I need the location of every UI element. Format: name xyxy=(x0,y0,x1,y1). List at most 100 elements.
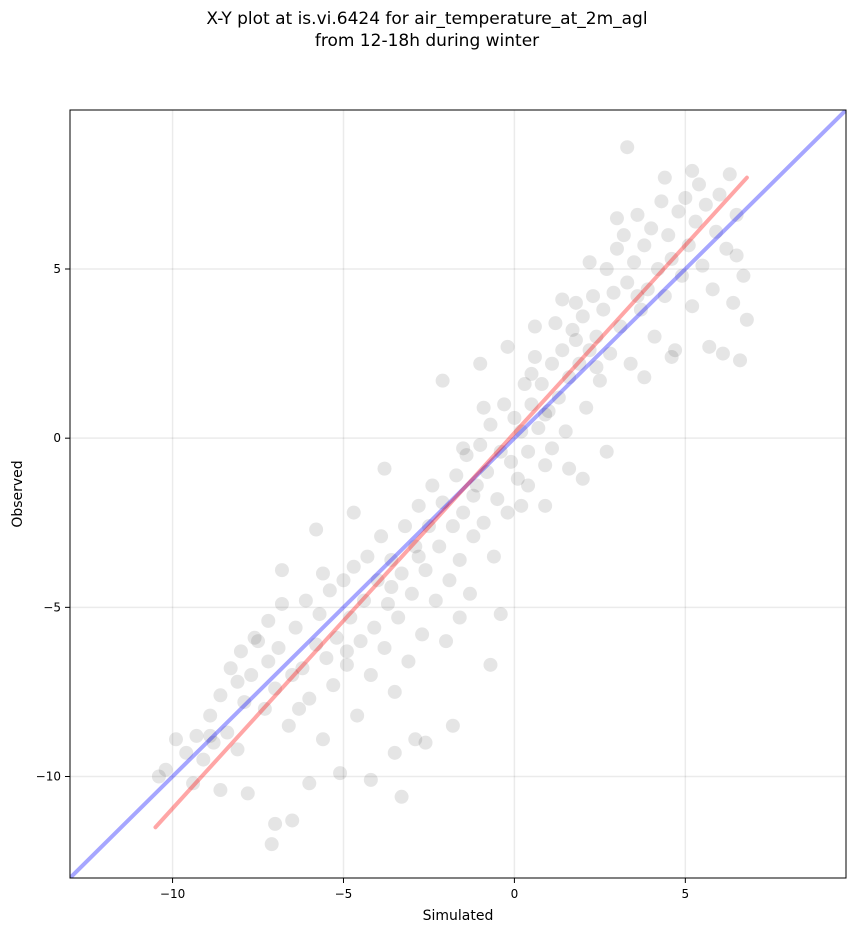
data-point xyxy=(168,732,183,747)
data-point xyxy=(380,596,395,611)
data-point xyxy=(599,262,614,277)
data-point xyxy=(685,299,700,314)
data-point xyxy=(418,735,433,750)
data-point xyxy=(377,461,392,476)
data-point xyxy=(363,772,378,787)
data-point xyxy=(339,657,354,672)
data-point xyxy=(223,661,238,676)
data-point xyxy=(620,275,635,290)
data-point xyxy=(531,421,546,436)
data-point xyxy=(596,302,611,317)
data-point xyxy=(374,529,389,544)
data-point xyxy=(339,644,354,659)
data-point xyxy=(657,170,672,185)
data-point xyxy=(401,654,416,669)
data-point xyxy=(480,465,495,480)
data-point xyxy=(274,596,289,611)
data-point xyxy=(251,634,266,649)
data-point xyxy=(456,505,471,520)
data-point xyxy=(579,400,594,415)
data-point xyxy=(582,343,597,358)
data-point xyxy=(244,668,259,683)
data-point xyxy=(285,813,300,828)
y-tick-label: −10 xyxy=(36,770,61,784)
data-point xyxy=(565,322,580,337)
data-point xyxy=(432,539,447,554)
data-point xyxy=(483,417,498,432)
data-point xyxy=(575,309,590,324)
data-point xyxy=(551,390,566,405)
data-point xyxy=(562,370,577,385)
data-point xyxy=(620,140,635,155)
data-point xyxy=(555,292,570,307)
data-point xyxy=(698,197,713,212)
data-points xyxy=(151,140,754,852)
data-point xyxy=(415,627,430,642)
data-point xyxy=(623,356,638,371)
data-point xyxy=(736,268,751,283)
data-point xyxy=(555,343,570,358)
data-point xyxy=(384,552,399,567)
data-point xyxy=(476,400,491,415)
data-point xyxy=(637,370,652,385)
data-point xyxy=(664,349,679,364)
y-tick-label: 5 xyxy=(53,262,61,276)
data-point xyxy=(729,248,744,263)
data-point xyxy=(343,610,358,625)
data-point xyxy=(589,329,604,344)
data-point xyxy=(206,735,221,750)
data-point xyxy=(387,745,402,760)
data-point xyxy=(606,285,621,300)
data-point xyxy=(568,333,583,348)
x-tick-label: −5 xyxy=(335,887,353,901)
data-point xyxy=(493,444,508,459)
data-point xyxy=(521,444,536,459)
data-point xyxy=(572,356,587,371)
data-point xyxy=(644,221,659,236)
data-point xyxy=(261,654,276,669)
data-point xyxy=(445,519,460,534)
data-point xyxy=(527,319,542,334)
y-tick-label: −5 xyxy=(43,600,61,614)
data-point xyxy=(452,610,467,625)
data-point xyxy=(425,478,440,493)
data-point xyxy=(408,539,423,554)
data-point xyxy=(586,289,601,304)
plot-frame xyxy=(69,109,847,879)
data-point xyxy=(473,437,488,452)
data-point xyxy=(473,356,488,371)
data-point xyxy=(367,620,382,635)
data-point xyxy=(298,593,313,608)
data-point xyxy=(312,607,327,622)
data-point xyxy=(514,498,529,513)
data-point xyxy=(729,207,744,222)
data-point xyxy=(240,786,255,801)
data-point xyxy=(404,586,419,601)
data-point xyxy=(719,241,734,256)
data-point xyxy=(497,397,512,412)
data-point xyxy=(230,742,245,757)
data-point xyxy=(562,461,577,476)
data-point xyxy=(387,684,402,699)
data-point xyxy=(456,441,471,456)
data-point xyxy=(449,468,464,483)
data-point xyxy=(678,190,693,205)
data-point xyxy=(196,752,211,767)
data-point xyxy=(179,745,194,760)
x-axis-label: Simulated xyxy=(423,908,494,924)
data-point xyxy=(582,255,597,270)
data-point xyxy=(151,769,166,784)
x-tick-label: 5 xyxy=(682,887,690,901)
data-point xyxy=(329,630,344,645)
data-point xyxy=(203,728,218,743)
data-point xyxy=(233,644,248,659)
data-point xyxy=(203,708,218,723)
data-point xyxy=(189,728,204,743)
data-point xyxy=(616,228,631,243)
data-point xyxy=(647,329,662,344)
data-point xyxy=(445,718,460,733)
data-point xyxy=(394,789,409,804)
chart-title-line-2: from 12-18h during winter xyxy=(314,31,540,51)
data-point xyxy=(705,282,720,297)
